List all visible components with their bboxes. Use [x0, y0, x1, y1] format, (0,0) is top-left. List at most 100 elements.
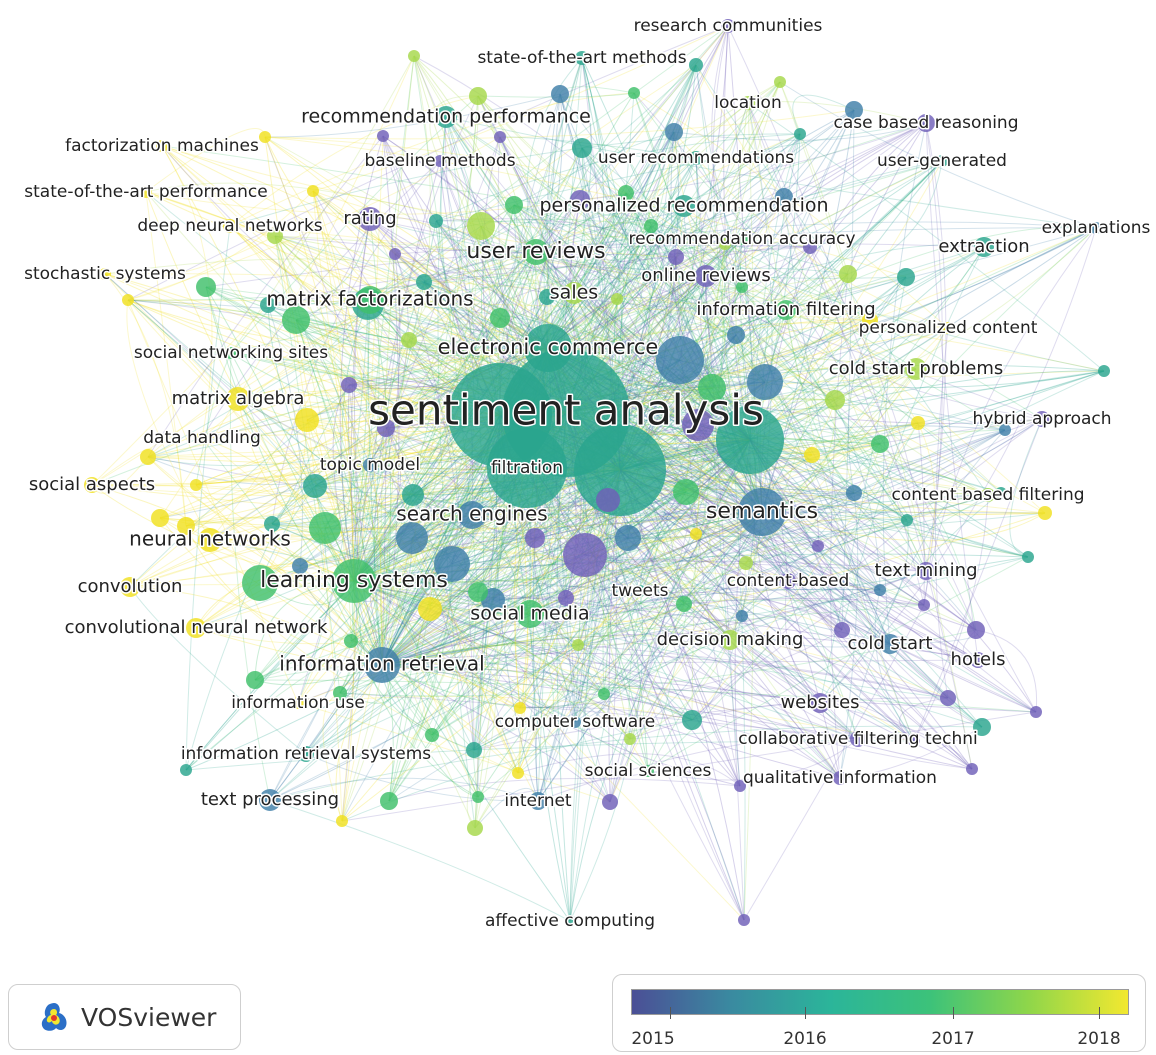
network-node[interactable] [570, 190, 590, 210]
label-text-processing[interactable]: text processing [199, 788, 340, 812]
label-information-filtering[interactable]: information filtering [695, 298, 877, 322]
network-node[interactable] [656, 336, 704, 384]
label-recommendation-performance[interactable]: recommendation performance [300, 104, 593, 129]
network-node[interactable] [380, 792, 398, 810]
label-text-mining[interactable]: text mining [873, 559, 979, 583]
node-information-filtering[interactable] [776, 300, 796, 320]
network-node[interactable] [429, 214, 443, 228]
network-node[interactable] [295, 408, 319, 432]
node-cold-start-problems[interactable] [905, 358, 927, 380]
network-node[interactable] [598, 688, 610, 700]
network-node[interactable] [862, 312, 878, 328]
network-node[interactable] [999, 424, 1011, 436]
label-decision-making[interactable]: decision making [655, 628, 805, 652]
label-matrix-factorizations[interactable]: matrix factorizations [265, 285, 475, 312]
label-recommendation-accuracy[interactable]: recommendation accuracy [627, 228, 857, 251]
network-node[interactable] [563, 533, 607, 577]
node-sales[interactable] [563, 282, 585, 304]
label-extraction[interactable]: extraction [937, 235, 1031, 259]
node-social-media[interactable] [516, 600, 544, 628]
node-information-retrieval[interactable] [364, 647, 400, 683]
network-node[interactable] [377, 130, 389, 142]
network-node[interactable] [572, 639, 584, 651]
network-node[interactable] [995, 487, 1007, 499]
node-affective-computing[interactable] [564, 915, 576, 927]
network-node[interactable] [151, 509, 169, 527]
network-node[interactable] [716, 406, 784, 474]
label-websites[interactable]: websites [779, 691, 861, 715]
node-recommendation-performance[interactable] [435, 106, 457, 128]
label-information-retrieval[interactable]: information retrieval [278, 650, 486, 677]
network-node[interactable] [190, 479, 202, 491]
node-hybrid-approach[interactable] [1034, 411, 1050, 427]
network-node[interactable] [874, 584, 886, 596]
label-learning-systems[interactable]: learning systems [259, 567, 450, 595]
network-node[interactable] [911, 416, 925, 430]
label-qualitative-information[interactable]: qualitative information [742, 767, 939, 790]
node-social-sciences[interactable] [642, 765, 654, 777]
node-user-recommendations[interactable] [689, 151, 703, 165]
node-text-processing[interactable] [259, 789, 281, 811]
node-social-networking-sites[interactable] [225, 347, 237, 359]
network-node[interactable] [1098, 365, 1110, 377]
network-node[interactable] [434, 546, 470, 582]
network-node[interactable] [615, 525, 641, 551]
label-factorization-machines[interactable]: factorization machines [64, 135, 261, 158]
network-node[interactable] [416, 274, 432, 290]
network-node[interactable] [259, 131, 271, 143]
label-social-sciences[interactable]: social sciences [583, 760, 713, 783]
network-node[interactable] [673, 479, 699, 505]
network-node[interactable] [794, 128, 806, 140]
network-node[interactable] [825, 390, 845, 410]
network-node[interactable] [846, 485, 862, 501]
network-node[interactable] [602, 794, 618, 810]
network-node[interactable] [734, 780, 746, 792]
node-convolutional-neural-network[interactable] [186, 618, 206, 638]
network-node[interactable] [466, 742, 482, 758]
node-decision-making[interactable] [720, 630, 740, 650]
label-information-retrieval-systems[interactable]: information retrieval systems [179, 743, 432, 766]
label-information-use[interactable]: information use [230, 692, 367, 715]
label-matrix-algebra[interactable]: matrix algebra [170, 387, 306, 411]
network-node[interactable] [418, 597, 442, 621]
node-internet[interactable] [529, 792, 547, 810]
node-cold-start[interactable] [880, 634, 900, 654]
node-rating[interactable] [358, 207, 382, 231]
label-computer-software[interactable]: computer software [493, 711, 656, 734]
label-cold-start-problems[interactable]: cold start problems [827, 357, 1005, 381]
network-node[interactable] [572, 138, 592, 158]
network-node[interactable] [264, 516, 280, 532]
node-state-of-the-art-performance[interactable] [140, 186, 152, 198]
network-node[interactable] [539, 289, 555, 305]
network-node[interactable] [665, 123, 683, 141]
label-location[interactable]: location [713, 92, 783, 115]
node-filtration[interactable] [487, 428, 567, 508]
node-user-reviews[interactable] [523, 239, 549, 265]
label-case-based-reasoning[interactable]: case based reasoning [832, 112, 1020, 135]
network-node[interactable] [901, 514, 913, 526]
network-node[interactable] [966, 763, 978, 775]
label-internet[interactable]: internet [503, 790, 574, 813]
network-node[interactable] [292, 558, 308, 574]
node-deep-neural-networks[interactable] [223, 219, 237, 233]
node-websites[interactable] [810, 693, 830, 713]
label-rating[interactable]: rating [342, 207, 398, 231]
node-computer-software[interactable] [569, 716, 581, 728]
network-node[interactable] [1038, 506, 1052, 520]
label-social-aspects[interactable]: social aspects [27, 473, 156, 497]
network-node[interactable] [467, 820, 483, 836]
network-node[interactable] [574, 424, 666, 516]
network-node[interactable] [505, 196, 523, 214]
network-node[interactable] [644, 219, 658, 233]
network-node[interactable] [490, 308, 510, 328]
label-electronic-commerce[interactable]: electronic commerce [436, 334, 660, 361]
node-information-use[interactable] [292, 697, 304, 709]
network-node[interactable] [344, 634, 358, 648]
network-node[interactable] [307, 185, 319, 197]
network-node[interactable] [967, 621, 985, 639]
network-node[interactable] [1022, 551, 1034, 563]
network-node[interactable] [341, 377, 357, 393]
network-node[interactable] [973, 718, 991, 736]
network-node[interactable] [611, 293, 623, 305]
network-node[interactable] [512, 767, 524, 779]
